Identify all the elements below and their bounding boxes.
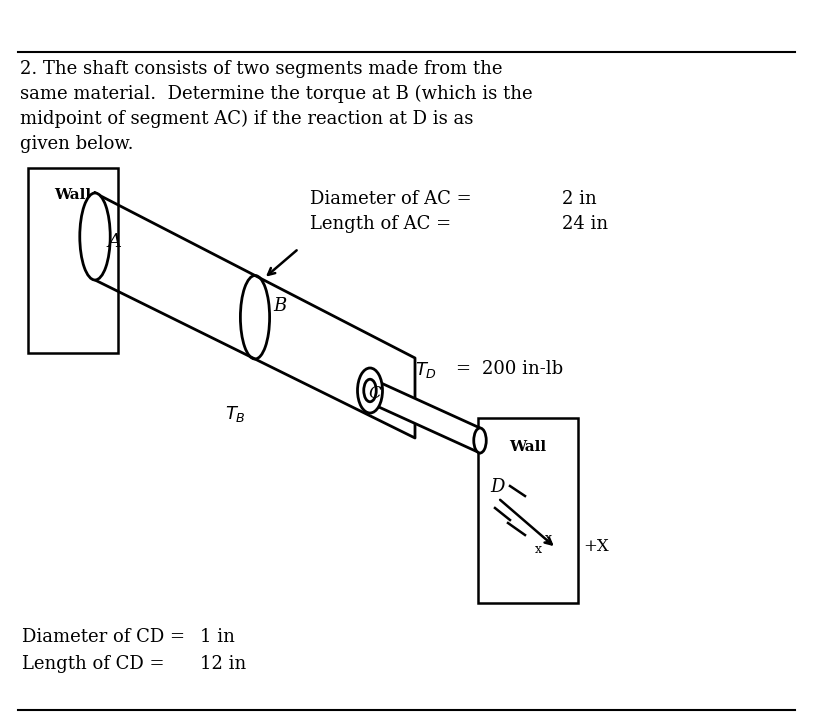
Bar (28, 168, 118, 353)
Polygon shape (95, 193, 415, 438)
Text: Diameter of CD =: Diameter of CD = (22, 628, 185, 646)
Text: x: x (545, 532, 551, 545)
Text: $T_B$: $T_B$ (224, 404, 246, 424)
Ellipse shape (363, 379, 376, 402)
Text: Length of CD =: Length of CD = (22, 655, 164, 673)
Text: 200 in-lb: 200 in-lb (482, 360, 563, 378)
Text: same material.  Determine the torque at B (which is the: same material. Determine the torque at B… (20, 85, 533, 103)
Text: Diameter of AC =: Diameter of AC = (310, 190, 472, 208)
Text: given below.: given below. (20, 135, 133, 153)
Bar (478, 418, 578, 603)
Text: B: B (274, 297, 287, 315)
Text: 1 in: 1 in (200, 628, 235, 646)
Text: Wall: Wall (510, 440, 546, 454)
Text: A: A (108, 233, 122, 251)
Text: 2. The shaft consists of two segments made from the: 2. The shaft consists of two segments ma… (20, 60, 502, 78)
Text: +X: +X (583, 538, 609, 555)
Text: 2 in: 2 in (562, 190, 597, 208)
Text: D: D (490, 478, 504, 496)
Text: 24 in: 24 in (562, 215, 608, 233)
Text: midpoint of segment AC) if the reaction at D is as: midpoint of segment AC) if the reaction … (20, 110, 473, 128)
Text: Length of AC =: Length of AC = (310, 215, 451, 233)
Text: 12 in: 12 in (200, 655, 246, 673)
Text: Wall: Wall (54, 188, 92, 202)
Text: $T_D$: $T_D$ (415, 360, 437, 380)
Text: =: = (455, 360, 470, 378)
Text: x: x (534, 543, 541, 556)
Ellipse shape (80, 193, 111, 280)
Ellipse shape (358, 368, 382, 413)
Ellipse shape (474, 428, 486, 453)
Text: C: C (368, 385, 381, 402)
Polygon shape (370, 378, 480, 453)
